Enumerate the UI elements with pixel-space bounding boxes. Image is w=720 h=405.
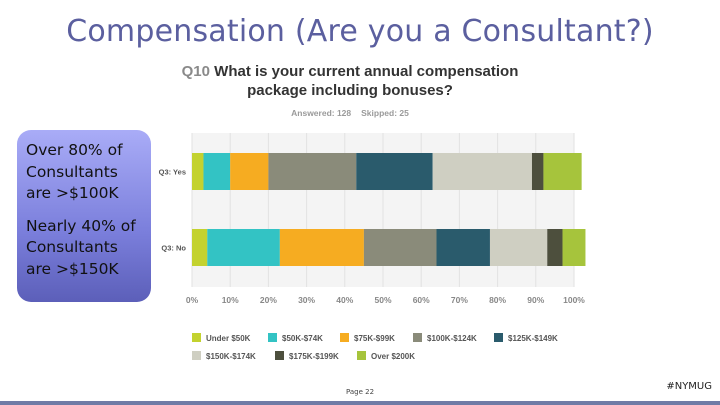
bar-segment-175k-199k [547, 229, 563, 266]
legend-swatch [413, 333, 422, 342]
callout-line-2: Nearly 40% of Consultants are >$150K [26, 216, 136, 278]
question-number: Q10 [181, 63, 210, 80]
bar-segment-150k-174k [432, 153, 532, 190]
x-tick-label: 90% [527, 295, 544, 305]
category-label: Q3: No [161, 244, 186, 253]
bar-segment-50k-74k [203, 153, 231, 190]
x-tick-label: 40% [336, 295, 353, 305]
legend-swatch [275, 351, 284, 360]
legend-label: Under $50K [206, 334, 251, 343]
response-stats: Answered: 128 Skipped: 25 [270, 108, 430, 118]
bar-segment-100k-124k [268, 153, 357, 190]
bar-segment-125k-149k [356, 153, 433, 190]
bar-segment-under-50k [192, 153, 204, 190]
bar-segment-75k-99k [230, 153, 269, 190]
callout-line-1: Over 80% of Consultants are >$100K [26, 141, 123, 202]
question-text: What is your current annual compensation… [214, 63, 519, 99]
x-tick-label: 100% [563, 295, 585, 305]
bar-segment-125k-149k [436, 229, 490, 266]
x-tick-label: 30% [298, 295, 315, 305]
legend-label: $100K-$124K [427, 334, 477, 343]
x-tick-label: 80% [489, 295, 506, 305]
legend-swatch [192, 351, 201, 360]
page-number: Page 22 [345, 388, 375, 396]
legend-label: $75K-$99K [354, 334, 395, 343]
slide-title: Compensation (Are you a Consultant?) [66, 14, 654, 49]
footer-tag: #NYMUG [666, 381, 712, 392]
legend-swatch [340, 333, 349, 342]
bar-segment-100k-124k [363, 229, 437, 266]
bar-segment-50k-74k [207, 229, 280, 266]
bar-segment-over-200k [562, 229, 586, 266]
x-tick-label: 10% [222, 295, 239, 305]
bar-segment-175k-199k [531, 153, 544, 190]
x-tick-label: 60% [413, 295, 430, 305]
legend-label: $125K-$149K [508, 334, 558, 343]
bar-segment-under-50k [192, 229, 208, 266]
legend-swatch [268, 333, 277, 342]
answered-count: Answered: 128 [291, 108, 352, 118]
x-tick-label: 50% [374, 295, 391, 305]
legend-label: $150K-$174K [206, 352, 256, 361]
legend-swatch [357, 351, 366, 360]
x-tick-label: 20% [260, 295, 277, 305]
bar-segment-150k-174k [489, 229, 548, 266]
bottom-accent-bar [0, 401, 720, 405]
bar-segment-75k-99k [279, 229, 364, 266]
skipped-count: Skipped: 25 [361, 108, 409, 118]
x-tick-label: 0% [186, 295, 199, 305]
question-title: Q10 What is your current annual compensa… [170, 62, 530, 100]
category-label: Q3: Yes [159, 168, 186, 177]
legend-label: Over $200K [371, 352, 415, 361]
x-tick-label: 70% [451, 295, 468, 305]
legend-swatch [192, 333, 201, 342]
legend-label: $50K-$74K [282, 334, 323, 343]
legend-label: $175K-$199K [289, 352, 339, 361]
bar-segment-over-200k [543, 153, 582, 190]
callout-box: Over 80% of Consultants are >$100K Nearl… [17, 130, 151, 302]
legend-swatch [494, 333, 503, 342]
